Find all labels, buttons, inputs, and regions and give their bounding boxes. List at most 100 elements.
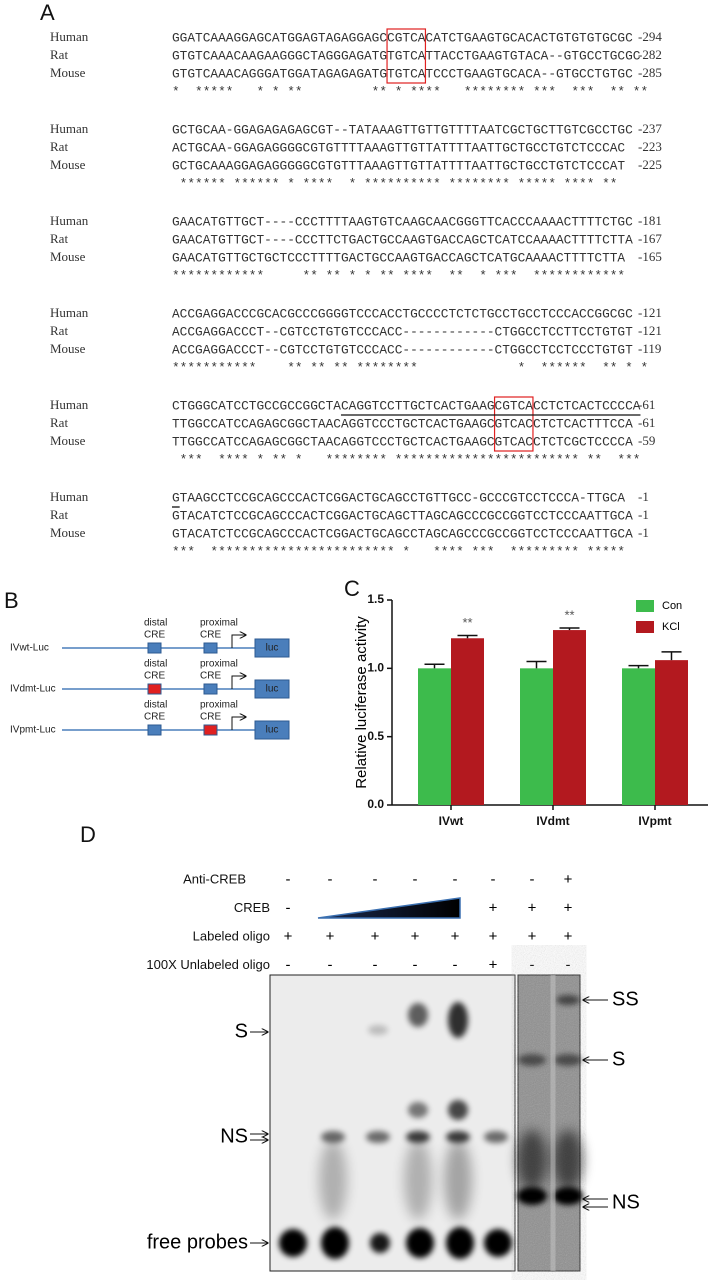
condition-sign: + xyxy=(489,956,498,973)
y-tick-label: 1.5 xyxy=(367,592,384,606)
x-tick-label: IVpmt xyxy=(638,814,671,828)
gel-band xyxy=(554,1054,582,1066)
condition-label: Labeled oligo xyxy=(193,928,270,943)
tss-arrow xyxy=(231,635,246,648)
gel-band xyxy=(553,1130,583,1190)
species-label: Human xyxy=(50,121,89,136)
condition-label: 100X Unlabeled oligo xyxy=(146,957,270,972)
legend-swatch xyxy=(636,621,654,633)
position: -59 xyxy=(638,433,655,448)
species-label: Rat xyxy=(50,507,68,522)
condition-sign: + xyxy=(284,928,293,945)
condition-sign: - xyxy=(453,956,458,973)
sequence: TTGGCCATCCAGAGCGGCTAACAGGTCCCTGCTCACTGAA… xyxy=(172,416,633,431)
position: -223 xyxy=(638,139,662,154)
band-label: NS xyxy=(612,1191,640,1213)
site-element: CRE xyxy=(200,630,221,641)
condition-sign: + xyxy=(528,928,537,945)
site-element: CRE xyxy=(200,712,221,723)
reporter-box xyxy=(254,679,290,699)
cre-site xyxy=(147,724,162,736)
bar xyxy=(520,668,553,805)
cre-box xyxy=(386,28,427,84)
band-label: S xyxy=(235,1020,248,1042)
consensus: ************ ** ** * * ** **** ** * *** … xyxy=(172,268,625,283)
site-name: proximal xyxy=(200,700,238,711)
condition-sign: - xyxy=(286,956,291,973)
species-label: Rat xyxy=(50,323,68,338)
site-name: distal xyxy=(144,700,167,711)
band-label: NS xyxy=(220,1125,248,1147)
condition-sign: - xyxy=(328,871,333,888)
reporter-box xyxy=(254,638,290,658)
condition-sign: + xyxy=(564,899,573,916)
sequence: GAACATGTTGCTGCTCCCTTTTGACTGCCAAGTGACCAGC… xyxy=(172,250,625,265)
reporter-label: luc xyxy=(266,643,279,654)
condition-sign: - xyxy=(413,956,418,973)
sequence: ACCGAGGACCCT--CGTCCTGTGTCCCACC----------… xyxy=(172,324,633,339)
sequence: TTGGCCATCCAGAGCGGCTAACAGGTCCCTGCTCACTGAA… xyxy=(172,434,633,449)
gel-band xyxy=(321,1227,349,1259)
condition-sign: + xyxy=(411,928,420,945)
cre-site xyxy=(203,683,218,695)
y-tick-label: 1.0 xyxy=(367,661,384,675)
condition-sign: + xyxy=(371,928,380,945)
site-name: proximal xyxy=(200,618,238,629)
gel-band xyxy=(408,1102,428,1118)
creb-gradient xyxy=(317,897,461,919)
gel-band xyxy=(366,1131,390,1143)
significance: ** xyxy=(564,607,574,622)
condition-sign: + xyxy=(489,899,498,916)
gel-band xyxy=(448,1100,468,1120)
position: -167 xyxy=(638,231,662,246)
y-tick-label: 0.5 xyxy=(367,729,384,743)
sequence: GCTGCAA-GGAGAGAGAGCGT--TATAAAGTTGTTGTTTT… xyxy=(172,122,633,137)
gel-band xyxy=(319,1140,347,1220)
sequence: GAACATGTTGCT----CCCTTCTGACTGCCAAGTGACCAG… xyxy=(172,232,633,247)
construct-name: IVwt-Luc xyxy=(10,643,49,654)
site-name: proximal xyxy=(200,659,238,670)
sequence: GAACATGTTGCT----CCCTTTTAAGTGTCAAGCAACGGG… xyxy=(172,214,633,229)
bar xyxy=(553,630,586,805)
gel-band xyxy=(406,1131,430,1143)
cre-box xyxy=(493,396,534,452)
sequence: GTACATCTCCGCAGCCCACTCGGACTGCAGCCTAGCAGCC… xyxy=(172,526,633,541)
site-name: distal xyxy=(144,618,167,629)
gel-band xyxy=(370,1233,390,1253)
x-tick-label: IVdmt xyxy=(536,814,569,828)
species-label: Mouse xyxy=(50,157,86,172)
condition-sign: + xyxy=(564,871,573,888)
position: -285 xyxy=(638,65,662,80)
site-element: CRE xyxy=(144,712,165,723)
panel-label: A xyxy=(40,0,55,25)
legend-label: KCl xyxy=(662,621,680,633)
species-label: Human xyxy=(50,29,89,44)
species-label: Rat xyxy=(50,47,68,62)
gel-band xyxy=(446,1131,470,1143)
band-label: S xyxy=(612,1048,625,1070)
panel-label: C xyxy=(344,576,360,601)
species-label: Mouse xyxy=(50,525,86,540)
gel-band xyxy=(408,1003,428,1027)
condition-sign: - xyxy=(328,956,333,973)
condition-sign: - xyxy=(453,871,458,888)
construct-name: IVpmt-Luc xyxy=(10,725,56,736)
cre-site xyxy=(147,683,162,695)
construct-name: IVdmt-Luc xyxy=(10,684,56,695)
condition-label: Anti-CREB xyxy=(183,871,246,886)
species-label: Human xyxy=(50,213,89,228)
cre-site xyxy=(203,642,218,654)
condition-sign: + xyxy=(564,928,573,945)
gel-band xyxy=(446,1227,474,1259)
gel-band xyxy=(518,1054,546,1066)
position: -1 xyxy=(638,489,649,504)
species-label: Rat xyxy=(50,139,68,154)
gel-band xyxy=(368,1025,388,1035)
position: -225 xyxy=(638,157,662,172)
condition-label: CREB xyxy=(234,900,270,915)
position: -237 xyxy=(638,121,662,136)
condition-sign: - xyxy=(286,899,291,916)
condition-sign: - xyxy=(566,956,571,973)
species-label: Mouse xyxy=(50,433,86,448)
consensus: ****** ****** * **** * ********** ******… xyxy=(172,176,617,191)
